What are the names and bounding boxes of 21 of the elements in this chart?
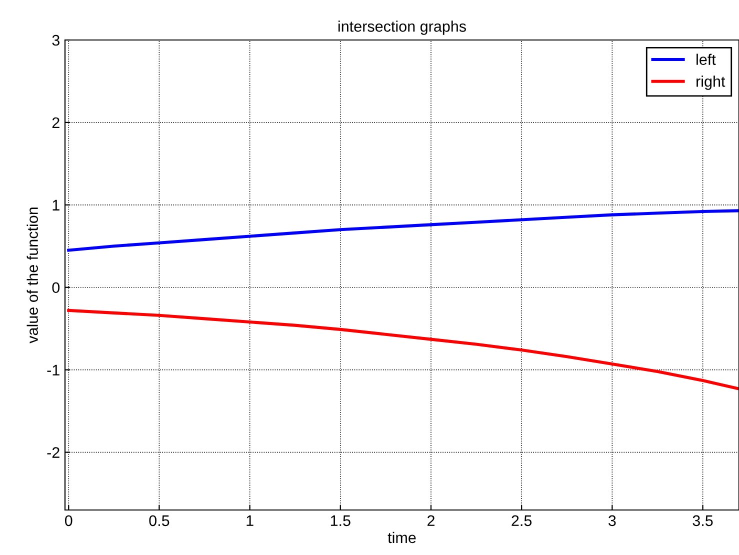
y-tick-label: 0 (52, 282, 60, 294)
x-tick-label: 2.5 (512, 515, 532, 526)
y-tick-label: 1 (52, 200, 60, 210)
x-tick-label: 3.5 (692, 515, 713, 526)
legend-label: right (696, 76, 726, 90)
x-tick-label: 1.5 (330, 515, 350, 526)
y-axis-title: value of the function (26, 208, 38, 344)
line-series (67, 209, 739, 252)
x-tick-label: 0.5 (149, 515, 170, 526)
legend-label: left (696, 54, 716, 65)
x-tick-label: 3 (608, 515, 616, 526)
y-tick-label: -2 (47, 447, 60, 458)
x-tick-label: 1 (246, 515, 254, 526)
x-tick-label: 0 (64, 515, 72, 526)
x-tick-label: 2 (428, 515, 434, 526)
y-tick-label: 3 (52, 34, 60, 46)
chart-title: intersection graphs (338, 20, 466, 35)
y-tick-label: 2 (52, 117, 60, 128)
y-tick-label: -1 (47, 364, 60, 376)
line-series (67, 308, 739, 390)
x-axis-title: time (388, 532, 416, 544)
